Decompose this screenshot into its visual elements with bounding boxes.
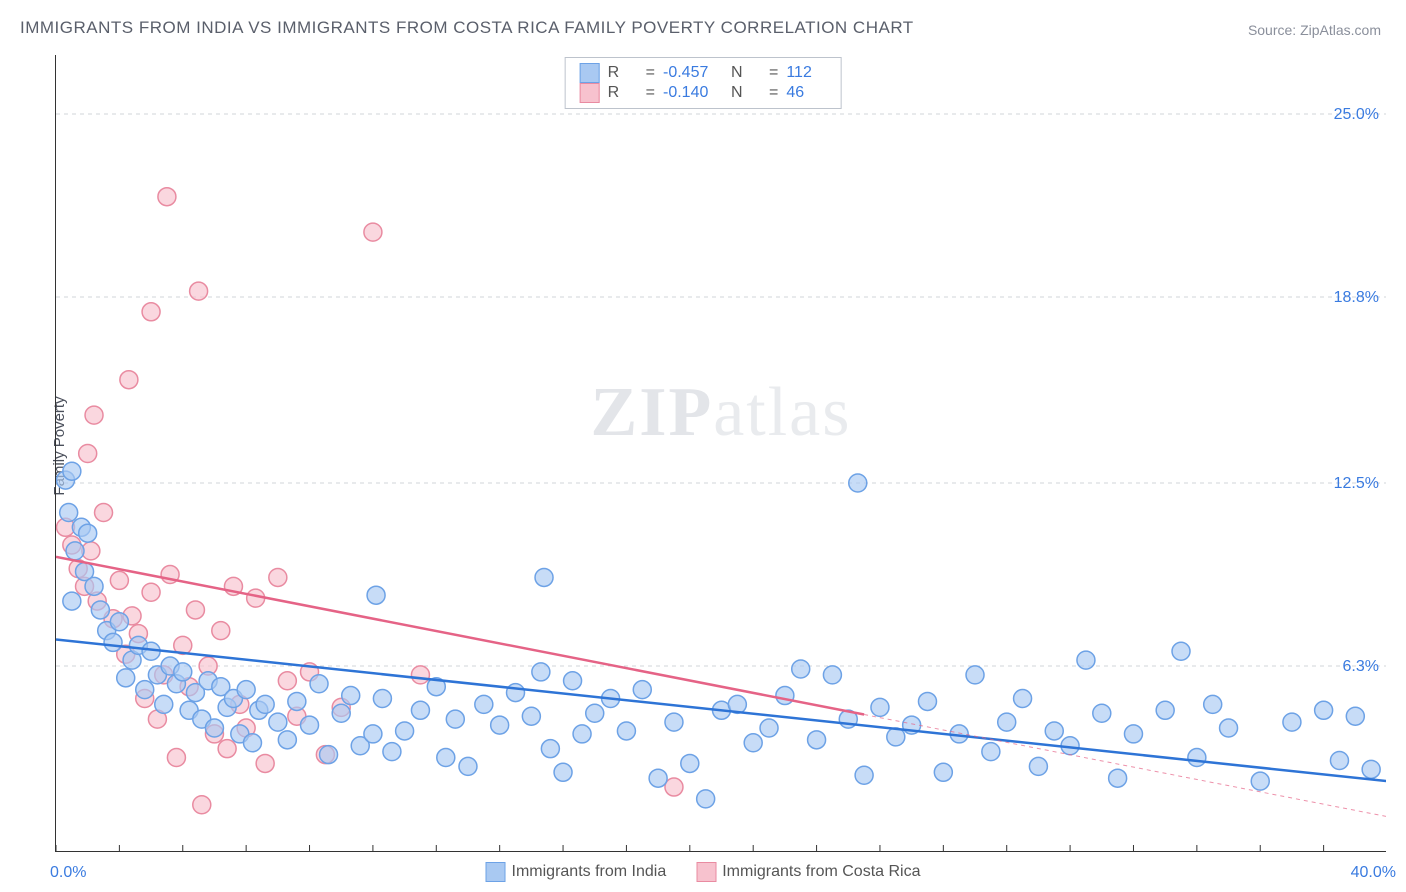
scatter-plot-svg: 6.3% 12.5% 18.8% 25.0% bbox=[56, 55, 1386, 851]
svg-text:25.0%: 25.0% bbox=[1334, 106, 1379, 123]
legend-swatch-costarica-bottom bbox=[696, 862, 716, 882]
source-prefix: Source: bbox=[1248, 22, 1300, 38]
legend-swatch-costarica bbox=[580, 83, 600, 103]
r-value-costarica: -0.140 bbox=[663, 84, 723, 102]
legend-swatch-india-bottom bbox=[486, 862, 506, 882]
x-axis-min-label: 0.0% bbox=[50, 864, 86, 882]
eq-sign: = bbox=[646, 84, 655, 102]
legend-label-costarica: Immigrants from Costa Rica bbox=[722, 863, 920, 880]
chart-title: IMMIGRANTS FROM INDIA VS IMMIGRANTS FROM… bbox=[20, 18, 914, 38]
legend-item-costarica: Immigrants from Costa Rica bbox=[696, 862, 920, 882]
n-value-costarica: 46 bbox=[786, 84, 826, 102]
eq-sign: = bbox=[646, 64, 655, 82]
legend-row-costarica: R = -0.140 N = 46 bbox=[580, 83, 827, 103]
n-label: N bbox=[731, 64, 761, 82]
svg-text:18.8%: 18.8% bbox=[1334, 289, 1379, 306]
eq-sign: = bbox=[769, 64, 778, 82]
svg-text:12.5%: 12.5% bbox=[1334, 475, 1379, 492]
series-legend: Immigrants from India Immigrants from Co… bbox=[486, 862, 921, 882]
chart-plot-area: ZIPatlas 6.3%12.5%18.8%25.0% bbox=[55, 55, 1386, 852]
r-value-india: -0.457 bbox=[663, 64, 723, 82]
legend-row-india: R = -0.457 N = 112 bbox=[580, 63, 827, 83]
source-name: ZipAtlas.com bbox=[1300, 22, 1381, 38]
x-axis-max-label: 40.0% bbox=[1351, 864, 1396, 882]
correlation-legend: R = -0.457 N = 112 R = -0.140 N = 46 bbox=[565, 57, 842, 109]
legend-label-india: Immigrants from India bbox=[512, 863, 667, 880]
n-value-india: 112 bbox=[786, 64, 826, 82]
r-label: R bbox=[608, 64, 638, 82]
legend-swatch-india bbox=[580, 63, 600, 83]
n-label: N bbox=[731, 84, 761, 102]
svg-text:6.3%: 6.3% bbox=[1343, 658, 1379, 675]
r-label: R bbox=[608, 84, 638, 102]
eq-sign: = bbox=[769, 84, 778, 102]
legend-item-india: Immigrants from India bbox=[486, 862, 667, 882]
source-attribution: Source: ZipAtlas.com bbox=[1248, 22, 1381, 38]
